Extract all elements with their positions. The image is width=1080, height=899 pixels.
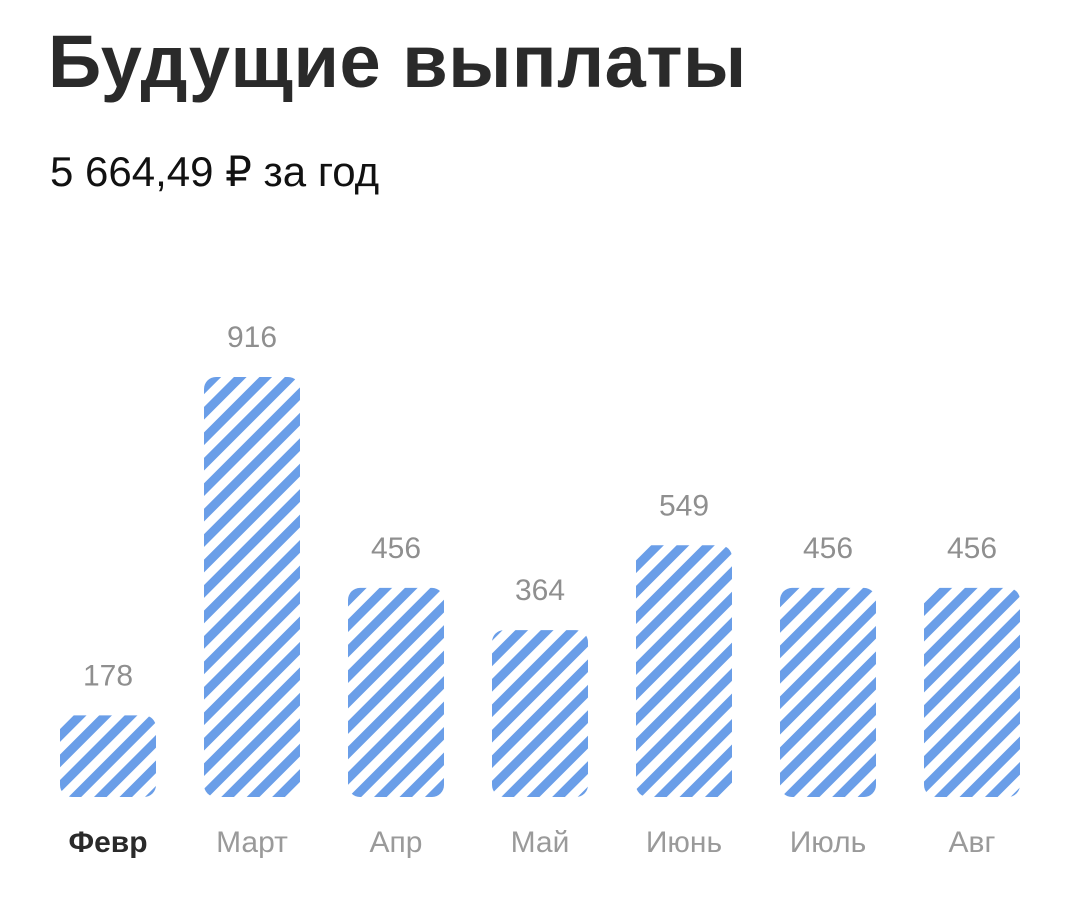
month-label-4[interactable]: Май: [511, 826, 570, 859]
bar-3[interactable]: [348, 587, 444, 797]
bar-value-label: 364: [515, 574, 565, 607]
month-label-2[interactable]: Март: [216, 826, 288, 859]
bar-4[interactable]: [492, 630, 588, 797]
bar-1[interactable]: [60, 715, 156, 797]
month-label-6[interactable]: Июль: [790, 826, 867, 859]
month-label-7[interactable]: Авг: [949, 826, 996, 859]
bar-value-label: 178: [83, 659, 133, 692]
bar-6[interactable]: [780, 587, 876, 797]
month-label-5[interactable]: Июнь: [646, 826, 722, 859]
bar-value-label: 456: [947, 532, 997, 565]
bar-value-label: 456: [371, 532, 421, 565]
yearly-total: 5 664,49 ₽ за год: [50, 148, 380, 195]
month-label-3[interactable]: Апр: [370, 826, 423, 859]
bar-value-label: 916: [227, 321, 277, 354]
month-label-1[interactable]: Февр: [68, 826, 147, 859]
bar-2[interactable]: [204, 377, 300, 797]
bar-5[interactable]: [636, 545, 732, 797]
bar-7[interactable]: [924, 587, 1020, 797]
page-title: Будущие выплаты: [48, 20, 747, 103]
bar-value-label: 549: [659, 489, 709, 522]
bar-value-label: 456: [803, 532, 853, 565]
